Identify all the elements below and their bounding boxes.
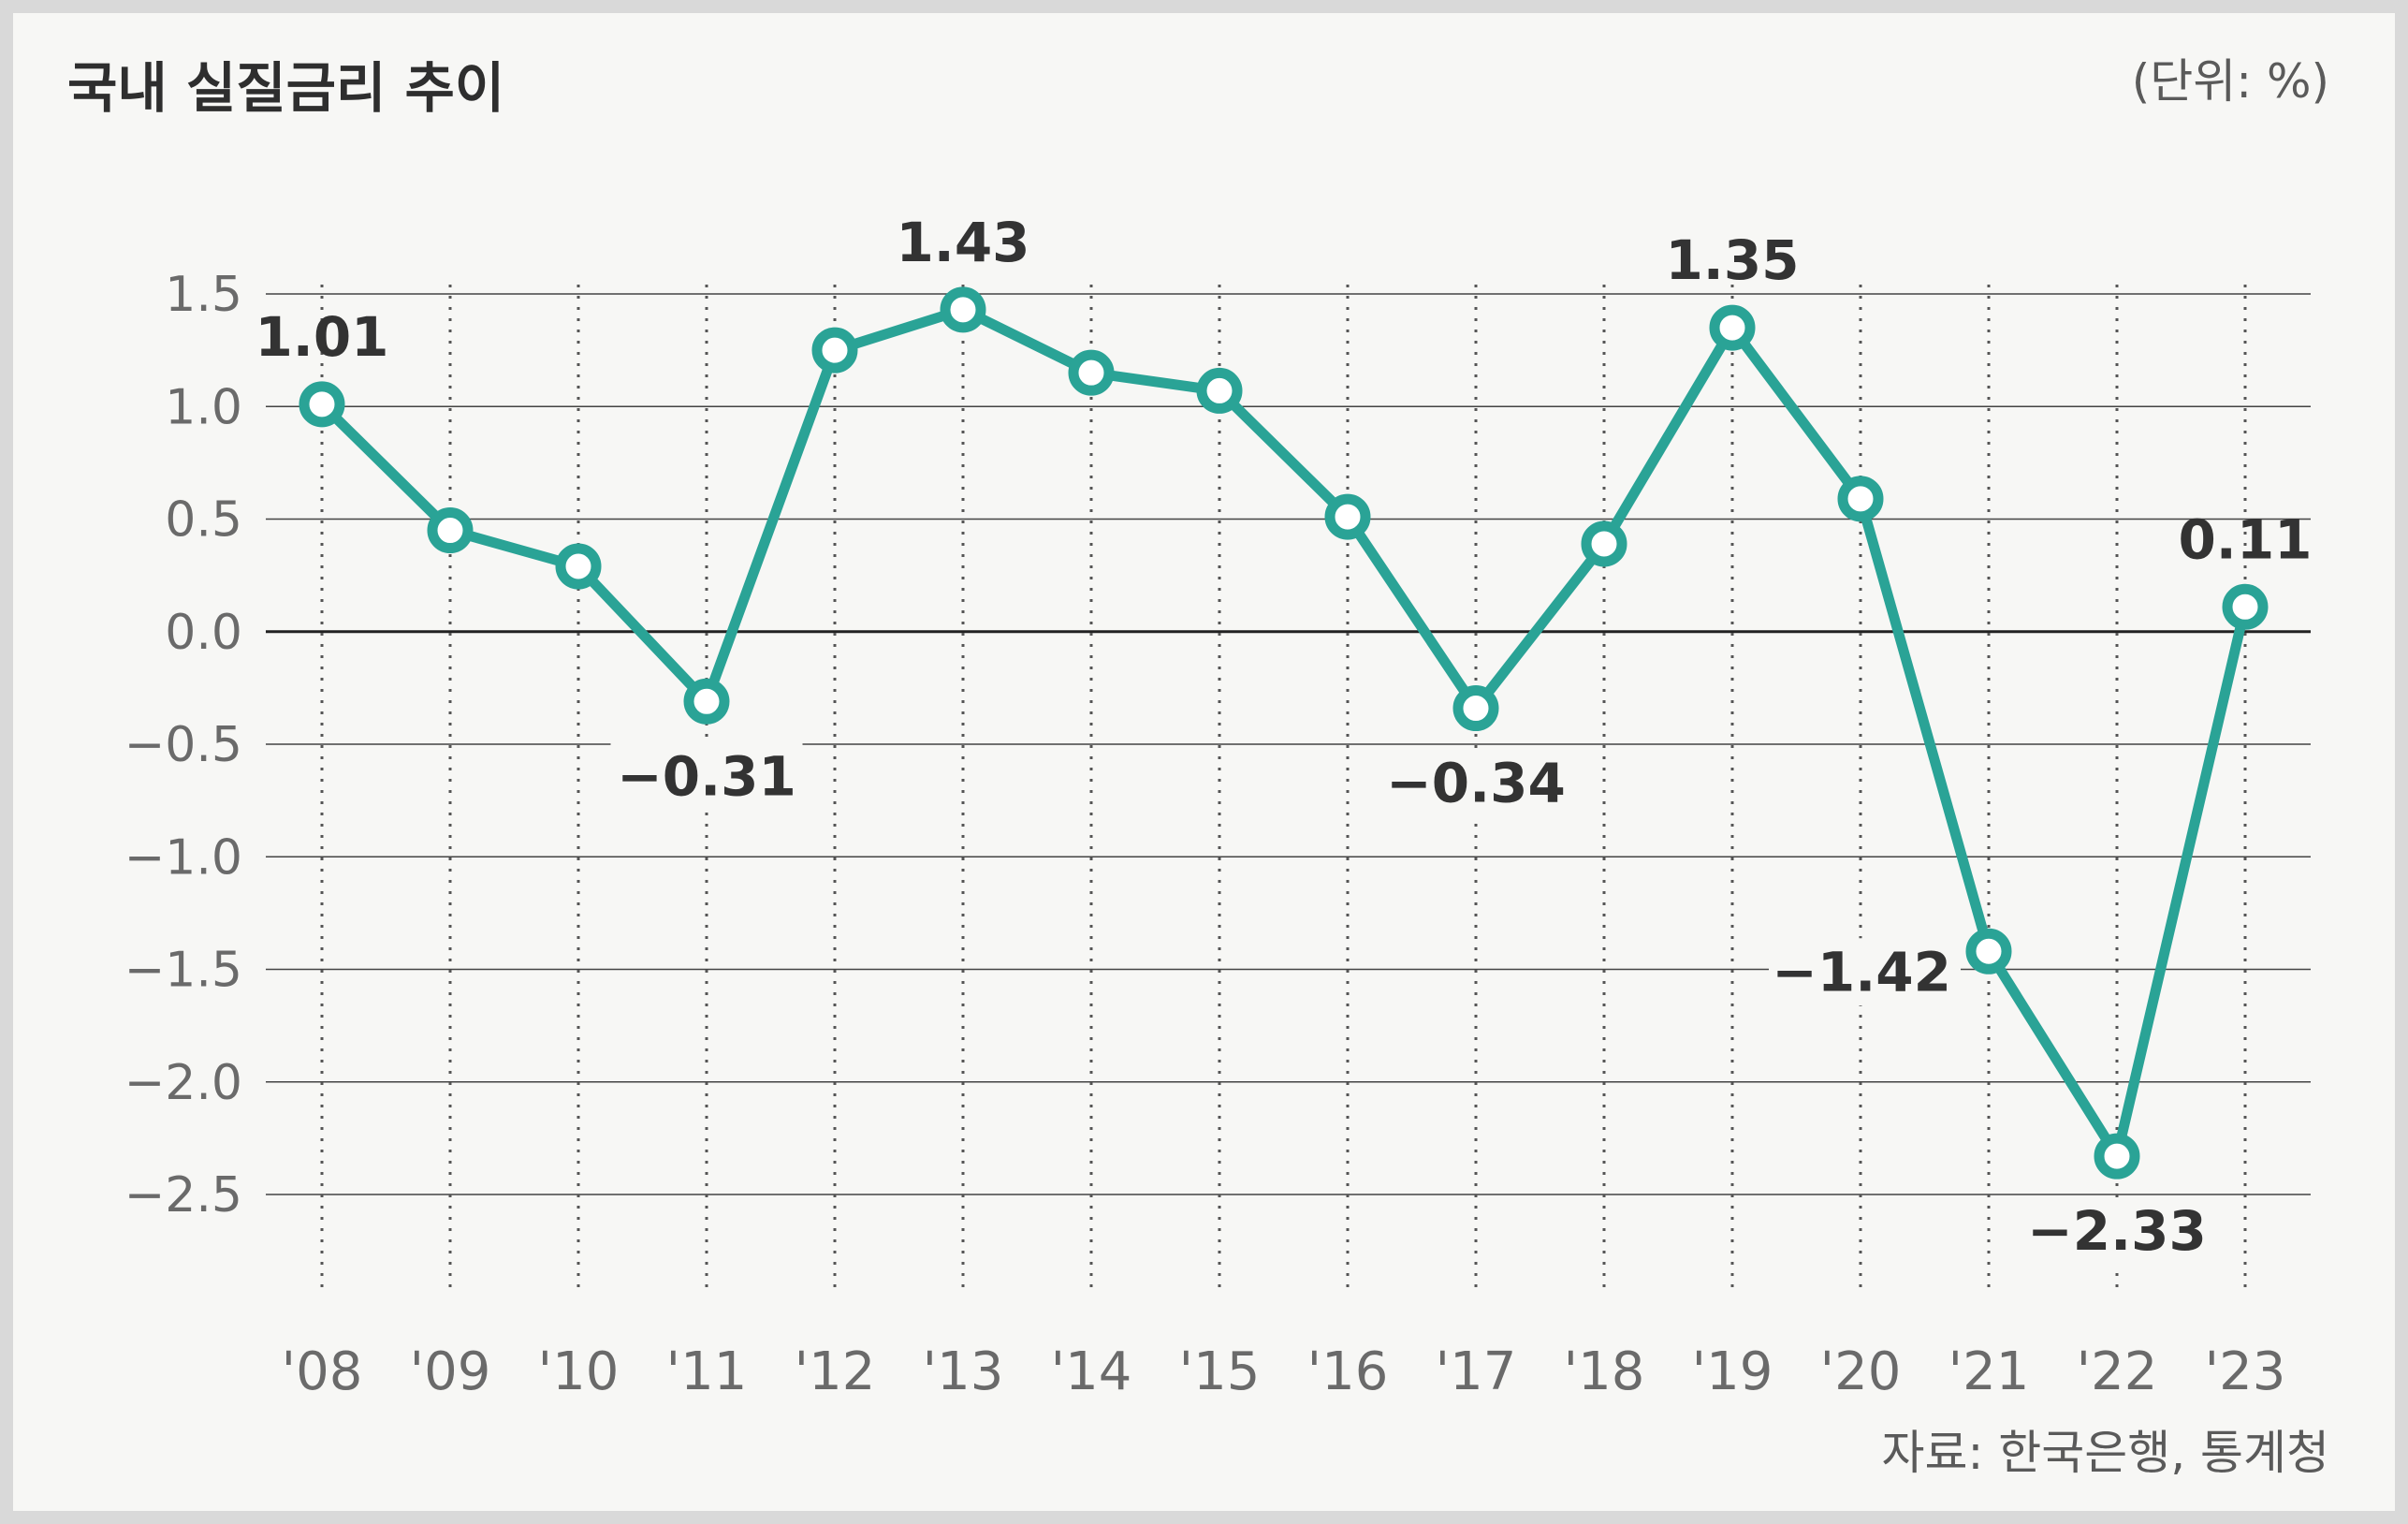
y-tick-label: −1.0: [124, 829, 242, 886]
series-layer: [299, 286, 2269, 1180]
x-tick-label: '13: [923, 1341, 1004, 1402]
x-tick-label: '14: [1051, 1341, 1132, 1402]
data-labels: 1.01 −0.31 1.43 −0.34 1.35 −1.42 −2.33 0.11: [255, 211, 2313, 1266]
y-tick-label: 1.0: [165, 379, 242, 435]
data-point: [2094, 1133, 2140, 1180]
y-tick-label: 0.5: [165, 492, 242, 549]
data-label-backdrop: [1769, 938, 1961, 1006]
x-tick-label: '18: [1564, 1341, 1645, 1402]
x-tick-label: '16: [1307, 1341, 1389, 1402]
data-label-text: 0.11: [2178, 507, 2312, 571]
data-label-text: 1.35: [1665, 228, 1799, 292]
x-axis-ticks: '08 '09 '10 '11 '12 '13 '14 '15 '16 '17 '18 '19 '20 '…: [282, 1341, 2286, 1402]
y-tick-label: −1.5: [124, 943, 242, 999]
data-point: [1837, 476, 1884, 522]
x-tick-label: '19: [1692, 1341, 1773, 1402]
data-point: [2222, 583, 2269, 630]
gridlines: [266, 293, 2311, 1195]
unit-label: (단위: %): [2132, 54, 2329, 109]
data-point: [1068, 349, 1115, 396]
x-tick-label: '21: [1948, 1341, 2030, 1402]
chart-frame: 국내 실질금리 추이 (단위: %) 1.5 1.0 0.5 0.0 −0.5 −1.0 −…: [13, 13, 2395, 1511]
x-tick-label: '20: [1820, 1341, 1902, 1402]
x-tick-label: '11: [666, 1341, 748, 1402]
y-tick-label: −2.5: [124, 1167, 242, 1224]
x-tick-label: '22: [2077, 1341, 2158, 1402]
data-point: [427, 507, 474, 554]
x-tick-label: '12: [795, 1341, 876, 1402]
data-point: [1452, 685, 1499, 732]
data-point: [683, 678, 730, 725]
x-tick-label: '17: [1436, 1341, 1517, 1402]
data-point: [1581, 520, 1627, 567]
data-point: [1709, 304, 1756, 351]
y-axis-ticks: 1.5 1.0 0.5 0.0 −0.5 −1.0 −1.5 −2.0 −2.5: [124, 267, 242, 1224]
series-line: [316, 304, 2251, 1162]
x-tick-label: '08: [282, 1341, 363, 1402]
data-label-text: −2.33: [2027, 1199, 2207, 1263]
data-label-text: 1.43: [896, 211, 1029, 274]
data-point: [811, 327, 858, 374]
data-label-text: −1.42: [1772, 940, 1951, 1004]
data-point: [299, 381, 345, 428]
y-tick-label: 1.5: [165, 267, 242, 323]
x-tick-label: '15: [1179, 1341, 1261, 1402]
x-tick-label: '23: [2205, 1341, 2286, 1402]
data-point: [940, 286, 986, 333]
data-label: 0.11: [2178, 507, 2312, 571]
data-point: [555, 543, 602, 590]
data-point: [1324, 493, 1371, 540]
y-tick-label: −2.0: [124, 1055, 242, 1111]
data-label: −0.34: [1379, 749, 1572, 817]
data-label-text: −0.31: [617, 744, 796, 808]
data-label-backdrop: [2021, 1197, 2213, 1266]
line-chart: 국내 실질금리 추이 (단위: %) 1.5 1.0 0.5 0.0 −0.5 −1.0 −…: [67, 54, 2329, 1480]
data-label: 1.01: [255, 305, 388, 369]
data-label: 1.35: [1665, 228, 1799, 292]
data-label: −2.33: [2021, 1197, 2213, 1266]
data-point: [1196, 367, 1243, 414]
data-label: 1.43: [896, 211, 1029, 274]
data-label: −0.31: [610, 742, 803, 811]
data-label: −1.42: [1769, 938, 1961, 1006]
category-guides: [320, 285, 2247, 1291]
y-tick-label: 0.0: [165, 605, 242, 661]
y-tick-label: −0.5: [124, 717, 242, 773]
source-note: 자료: 한국은행, 통계청: [1881, 1426, 2329, 1480]
data-label-text: −0.34: [1386, 752, 1566, 815]
data-label-backdrop: [610, 742, 803, 811]
data-label-text: 1.01: [255, 305, 388, 369]
chart-title: 국내 실질금리 추이: [67, 56, 504, 120]
data-point: [1965, 928, 2012, 974]
x-tick-label: '09: [410, 1341, 491, 1402]
x-tick-label: '10: [538, 1341, 620, 1402]
data-label-backdrop: [1379, 749, 1572, 817]
